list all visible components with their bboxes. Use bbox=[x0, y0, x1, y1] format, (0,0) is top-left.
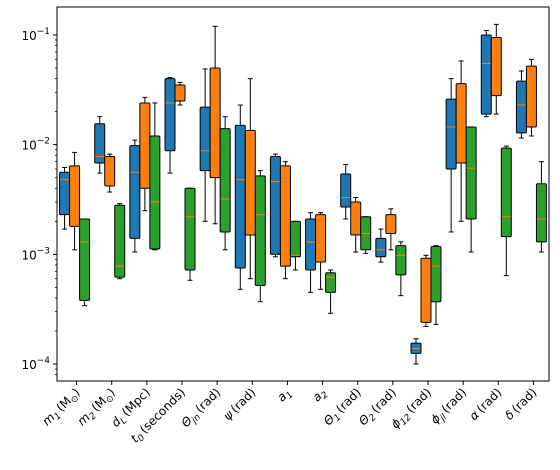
box bbox=[340, 173, 352, 208]
box-group bbox=[164, 76, 176, 174]
x-axis: m1 (M⊙)m2 (M⊙)dL (Mpc)t0 (seconds)Θjn (r… bbox=[39, 381, 540, 446]
box bbox=[199, 106, 211, 172]
box bbox=[385, 214, 397, 234]
box-group bbox=[465, 126, 477, 253]
box bbox=[315, 214, 327, 263]
box bbox=[279, 165, 291, 267]
box bbox=[420, 257, 432, 323]
box-group bbox=[305, 212, 317, 293]
box bbox=[269, 156, 281, 255]
box-group bbox=[269, 153, 281, 258]
box bbox=[375, 237, 387, 258]
box-group bbox=[69, 151, 81, 251]
box bbox=[184, 187, 196, 271]
y-tick-label: 10−1 bbox=[21, 27, 50, 43]
box-group bbox=[279, 161, 291, 280]
x-tick-label: a1 bbox=[274, 385, 295, 406]
box-group bbox=[420, 254, 432, 327]
box-group bbox=[59, 166, 71, 230]
y-tick-label: 10−4 bbox=[21, 356, 50, 372]
box-group bbox=[340, 163, 352, 220]
box-group bbox=[94, 116, 106, 174]
box-group bbox=[375, 228, 387, 263]
box-group bbox=[149, 102, 161, 251]
box bbox=[209, 67, 221, 179]
box-group bbox=[234, 104, 246, 290]
x-tick-label: δ (rad) bbox=[502, 385, 539, 422]
box-group bbox=[244, 78, 256, 280]
box bbox=[490, 36, 502, 97]
box bbox=[325, 272, 337, 293]
box-group bbox=[515, 70, 527, 139]
box-group bbox=[79, 218, 91, 307]
box bbox=[445, 98, 457, 170]
box bbox=[94, 123, 106, 164]
box bbox=[219, 128, 231, 233]
box bbox=[535, 183, 547, 243]
box-group bbox=[350, 196, 362, 253]
box bbox=[59, 171, 71, 216]
box-group bbox=[104, 153, 116, 193]
y-axis: 10−1 10−2 10−3 10−4 bbox=[21, 27, 57, 376]
box-group bbox=[395, 241, 407, 297]
box bbox=[525, 65, 537, 128]
y-tick-label: 10−3 bbox=[21, 246, 50, 262]
box bbox=[480, 34, 492, 115]
box-group bbox=[289, 220, 301, 271]
box bbox=[149, 135, 161, 250]
box-group bbox=[114, 203, 126, 280]
x-tick-label: a2 bbox=[310, 385, 331, 406]
box bbox=[164, 78, 176, 152]
box-group bbox=[445, 78, 457, 233]
box bbox=[79, 218, 91, 301]
box-group bbox=[455, 60, 467, 222]
box-group bbox=[315, 212, 327, 290]
box-group bbox=[219, 116, 231, 251]
box bbox=[305, 218, 317, 271]
box-group bbox=[325, 269, 337, 314]
box bbox=[114, 204, 126, 278]
box bbox=[465, 126, 477, 220]
box bbox=[234, 124, 246, 269]
box bbox=[289, 220, 301, 258]
x-tick-label: Θjn (rad) bbox=[178, 385, 225, 432]
y-tick-label: 10−2 bbox=[21, 137, 50, 153]
box bbox=[139, 102, 151, 189]
box bbox=[104, 156, 116, 187]
x-tick-label: ψ (rad) bbox=[221, 385, 259, 423]
box bbox=[129, 145, 141, 239]
box-group bbox=[500, 145, 512, 277]
box bbox=[350, 201, 362, 236]
box bbox=[395, 245, 407, 276]
box-group bbox=[480, 29, 492, 118]
box-group bbox=[174, 81, 186, 106]
x-tick-label: α (rad) bbox=[467, 385, 505, 423]
x-tick-label: ϕjl (rad) bbox=[428, 385, 472, 429]
x-tick-label: Θ1 (rad) bbox=[321, 385, 366, 430]
box-group bbox=[254, 170, 266, 303]
box-group bbox=[525, 58, 537, 137]
box-group bbox=[490, 23, 502, 115]
box bbox=[515, 80, 527, 134]
box-group bbox=[430, 245, 442, 325]
box-group bbox=[139, 96, 151, 212]
box-group bbox=[410, 338, 422, 365]
x-tick-label: m1 (M⊙) bbox=[39, 385, 84, 430]
box bbox=[254, 175, 266, 286]
box bbox=[455, 83, 467, 164]
box-group bbox=[129, 139, 141, 253]
box bbox=[244, 129, 256, 236]
box-group bbox=[184, 187, 196, 281]
box bbox=[174, 84, 186, 102]
box-group bbox=[209, 25, 221, 225]
plot-frame bbox=[56, 6, 550, 382]
box bbox=[500, 147, 512, 238]
box-group bbox=[535, 161, 547, 253]
box-group bbox=[199, 68, 211, 222]
box bbox=[430, 245, 442, 303]
box-group bbox=[385, 208, 397, 251]
box-group bbox=[360, 216, 372, 254]
boxes-layer bbox=[59, 23, 547, 365]
